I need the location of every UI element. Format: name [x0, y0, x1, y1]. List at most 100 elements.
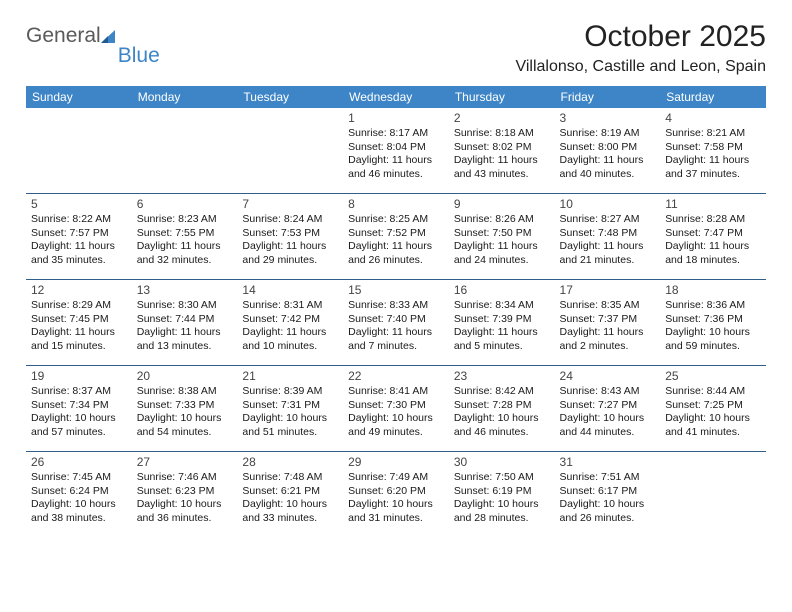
sunset-line: Sunset: 6:19 PM	[454, 485, 550, 498]
sunrise-line: Sunrise: 8:43 AM	[560, 385, 656, 398]
daylight-line: Daylight: 11 hours and 21 minutes.	[560, 240, 656, 267]
sunrise-line: Sunrise: 8:22 AM	[31, 213, 127, 226]
sunrise-line: Sunrise: 8:28 AM	[665, 213, 761, 226]
sunset-line: Sunset: 8:00 PM	[560, 141, 656, 154]
daylight-line: Daylight: 10 hours and 33 minutes.	[242, 498, 338, 525]
daylight-line: Daylight: 11 hours and 29 minutes.	[242, 240, 338, 267]
daylight-line: Daylight: 11 hours and 35 minutes.	[31, 240, 127, 267]
daylight-line: Daylight: 11 hours and 43 minutes.	[454, 154, 550, 181]
calendar-week-row: 26Sunrise: 7:45 AMSunset: 6:24 PMDayligh…	[26, 452, 766, 538]
day-number: 6	[137, 197, 233, 212]
title-block: October 2025 Villalonso, Castille and Le…	[515, 20, 766, 76]
daylight-line: Daylight: 10 hours and 28 minutes.	[454, 498, 550, 525]
sunrise-line: Sunrise: 7:49 AM	[348, 471, 444, 484]
sunrise-line: Sunrise: 8:25 AM	[348, 213, 444, 226]
sunrise-line: Sunrise: 7:51 AM	[560, 471, 656, 484]
weekday-header: Thursday	[449, 86, 555, 108]
day-number: 12	[31, 283, 127, 298]
day-number: 14	[242, 283, 338, 298]
daylight-line: Daylight: 10 hours and 44 minutes.	[560, 412, 656, 439]
calendar-day-cell: 15Sunrise: 8:33 AMSunset: 7:40 PMDayligh…	[343, 280, 449, 366]
daylight-line: Daylight: 10 hours and 41 minutes.	[665, 412, 761, 439]
calendar-day-cell: 1Sunrise: 8:17 AMSunset: 8:04 PMDaylight…	[343, 108, 449, 194]
sunrise-line: Sunrise: 8:18 AM	[454, 127, 550, 140]
day-number: 26	[31, 455, 127, 470]
location-subtitle: Villalonso, Castille and Leon, Spain	[515, 58, 766, 76]
calendar-day-cell: 10Sunrise: 8:27 AMSunset: 7:48 PMDayligh…	[555, 194, 661, 280]
weekday-header: Saturday	[660, 86, 766, 108]
day-number: 19	[31, 369, 127, 384]
day-number: 11	[665, 197, 761, 212]
calendar-day-cell	[237, 108, 343, 194]
sunrise-line: Sunrise: 8:37 AM	[31, 385, 127, 398]
day-number: 3	[560, 111, 656, 126]
daylight-line: Daylight: 11 hours and 32 minutes.	[137, 240, 233, 267]
day-number: 22	[348, 369, 444, 384]
sunrise-line: Sunrise: 7:46 AM	[137, 471, 233, 484]
sunrise-line: Sunrise: 8:30 AM	[137, 299, 233, 312]
daylight-line: Daylight: 10 hours and 54 minutes.	[137, 412, 233, 439]
daylight-line: Daylight: 10 hours and 31 minutes.	[348, 498, 444, 525]
sunrise-line: Sunrise: 7:45 AM	[31, 471, 127, 484]
daylight-line: Daylight: 10 hours and 26 minutes.	[560, 498, 656, 525]
sunset-line: Sunset: 8:04 PM	[348, 141, 444, 154]
day-number: 18	[665, 283, 761, 298]
calendar-day-cell: 12Sunrise: 8:29 AMSunset: 7:45 PMDayligh…	[26, 280, 132, 366]
sunrise-line: Sunrise: 8:39 AM	[242, 385, 338, 398]
daylight-line: Daylight: 11 hours and 2 minutes.	[560, 326, 656, 353]
calendar-week-row: 5Sunrise: 8:22 AMSunset: 7:57 PMDaylight…	[26, 194, 766, 280]
sunset-line: Sunset: 7:58 PM	[665, 141, 761, 154]
sunrise-line: Sunrise: 8:19 AM	[560, 127, 656, 140]
sunrise-line: Sunrise: 8:44 AM	[665, 385, 761, 398]
daylight-line: Daylight: 11 hours and 26 minutes.	[348, 240, 444, 267]
sunset-line: Sunset: 7:53 PM	[242, 227, 338, 240]
sunset-line: Sunset: 7:52 PM	[348, 227, 444, 240]
calendar-day-cell: 31Sunrise: 7:51 AMSunset: 6:17 PMDayligh…	[555, 452, 661, 538]
calendar-day-cell: 13Sunrise: 8:30 AMSunset: 7:44 PMDayligh…	[132, 280, 238, 366]
sunset-line: Sunset: 7:45 PM	[31, 313, 127, 326]
calendar-day-cell: 3Sunrise: 8:19 AMSunset: 8:00 PMDaylight…	[555, 108, 661, 194]
day-number: 9	[454, 197, 550, 212]
day-number: 1	[348, 111, 444, 126]
daylight-line: Daylight: 11 hours and 10 minutes.	[242, 326, 338, 353]
sunset-line: Sunset: 7:27 PM	[560, 399, 656, 412]
daylight-line: Daylight: 11 hours and 18 minutes.	[665, 240, 761, 267]
calendar-day-cell: 2Sunrise: 8:18 AMSunset: 8:02 PMDaylight…	[449, 108, 555, 194]
sunset-line: Sunset: 7:34 PM	[31, 399, 127, 412]
calendar-day-cell: 17Sunrise: 8:35 AMSunset: 7:37 PMDayligh…	[555, 280, 661, 366]
sunset-line: Sunset: 8:02 PM	[454, 141, 550, 154]
day-number: 8	[348, 197, 444, 212]
daylight-line: Daylight: 10 hours and 49 minutes.	[348, 412, 444, 439]
sunrise-line: Sunrise: 8:17 AM	[348, 127, 444, 140]
weekday-header: Friday	[555, 86, 661, 108]
calendar-day-cell: 23Sunrise: 8:42 AMSunset: 7:28 PMDayligh…	[449, 366, 555, 452]
daylight-line: Daylight: 10 hours and 51 minutes.	[242, 412, 338, 439]
sunset-line: Sunset: 7:36 PM	[665, 313, 761, 326]
sunrise-line: Sunrise: 8:31 AM	[242, 299, 338, 312]
sunrise-line: Sunrise: 8:36 AM	[665, 299, 761, 312]
day-number: 29	[348, 455, 444, 470]
day-number: 28	[242, 455, 338, 470]
sunset-line: Sunset: 7:55 PM	[137, 227, 233, 240]
weekday-header: Sunday	[26, 86, 132, 108]
sunset-line: Sunset: 6:21 PM	[242, 485, 338, 498]
calendar-day-cell: 19Sunrise: 8:37 AMSunset: 7:34 PMDayligh…	[26, 366, 132, 452]
daylight-line: Daylight: 10 hours and 36 minutes.	[137, 498, 233, 525]
day-number: 30	[454, 455, 550, 470]
sunset-line: Sunset: 7:30 PM	[348, 399, 444, 412]
calendar-day-cell: 26Sunrise: 7:45 AMSunset: 6:24 PMDayligh…	[26, 452, 132, 538]
calendar-day-cell: 30Sunrise: 7:50 AMSunset: 6:19 PMDayligh…	[449, 452, 555, 538]
calendar-day-cell: 4Sunrise: 8:21 AMSunset: 7:58 PMDaylight…	[660, 108, 766, 194]
daylight-line: Daylight: 10 hours and 38 minutes.	[31, 498, 127, 525]
calendar-day-cell	[660, 452, 766, 538]
daylight-line: Daylight: 11 hours and 7 minutes.	[348, 326, 444, 353]
logo-word-2: Blue	[118, 44, 160, 68]
calendar-week-row: 19Sunrise: 8:37 AMSunset: 7:34 PM Dayligh…	[26, 366, 766, 452]
calendar-day-cell: 11Sunrise: 8:28 AMSunset: 7:47 PMDayligh…	[660, 194, 766, 280]
sunset-line: Sunset: 6:17 PM	[560, 485, 656, 498]
day-number: 15	[348, 283, 444, 298]
daylight-line: Daylight: 11 hours and 13 minutes.	[137, 326, 233, 353]
calendar-day-cell: 16Sunrise: 8:34 AMSunset: 7:39 PMDayligh…	[449, 280, 555, 366]
sunset-line: Sunset: 7:44 PM	[137, 313, 233, 326]
calendar-day-cell: 18Sunrise: 8:36 AMSunset: 7:36 PMDayligh…	[660, 280, 766, 366]
